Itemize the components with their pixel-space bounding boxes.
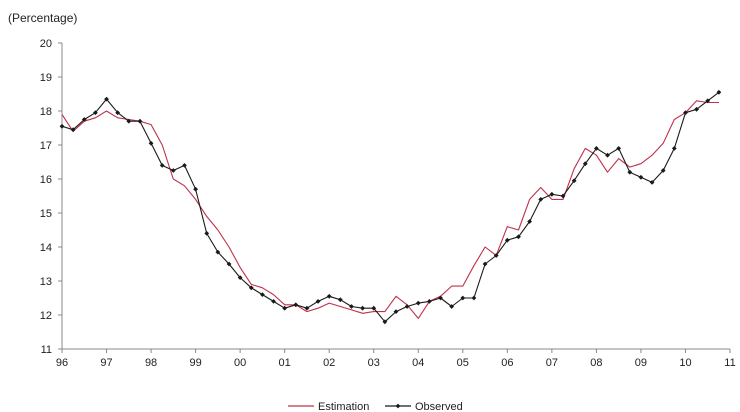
data-point-observed xyxy=(438,295,443,301)
y-tick-label: 11 xyxy=(41,344,52,356)
data-point-observed xyxy=(182,163,187,168)
data-point-observed xyxy=(482,261,488,267)
legend-marker-observed xyxy=(395,403,401,409)
y-tick-label: 13 xyxy=(40,276,52,288)
data-point-observed xyxy=(137,118,143,124)
legend-label-estimation: Estimation xyxy=(318,401,369,412)
data-point-observed xyxy=(148,140,154,146)
data-point-observed xyxy=(649,180,655,185)
data-point-observed xyxy=(315,299,321,304)
x-tick-label: 05 xyxy=(457,357,469,369)
x-tick-labels: 96 97 98 99 00 01 02 03 04 05 06 07 08 09 10 11 xyxy=(56,357,736,369)
data-point-observed xyxy=(460,295,466,301)
x-tick-label: 09 xyxy=(635,357,647,369)
y-tick-labels: 11 12 13 14 15 16 17 18 19 20 xyxy=(40,38,52,356)
data-point-observed xyxy=(616,146,622,151)
data-point-observed xyxy=(660,168,666,173)
data-point-observed xyxy=(226,261,232,267)
data-point-observed xyxy=(705,98,711,104)
x-tick-label: 03 xyxy=(368,357,380,369)
x-tick-label: 01 xyxy=(279,357,291,369)
data-point-observed xyxy=(538,197,544,202)
data-point-observed xyxy=(516,234,521,240)
data-point-observed xyxy=(594,146,599,151)
legend-label-observed: Observed xyxy=(415,401,463,412)
data-point-observed xyxy=(104,96,109,102)
data-point-observed xyxy=(237,275,243,280)
data-point-observed xyxy=(81,117,87,122)
y-tick-label: 12 xyxy=(40,310,52,322)
data-point-observed xyxy=(126,118,132,124)
x-tick-label: 07 xyxy=(546,357,558,369)
data-point-observed xyxy=(159,163,165,168)
data-point-observed xyxy=(415,300,421,306)
data-point-observed xyxy=(360,305,365,311)
data-point-observed xyxy=(293,302,299,308)
data-point-observed xyxy=(193,186,198,192)
y-axis-unit-label: (Percentage) xyxy=(8,11,77,25)
x-tick-label: 10 xyxy=(679,357,691,369)
data-point-observed xyxy=(170,168,176,173)
data-point-observed xyxy=(427,299,432,304)
data-point-observed xyxy=(582,161,588,167)
y-tick-label: 14 xyxy=(40,242,52,254)
data-point-observed xyxy=(93,110,98,116)
y-tick-label: 20 xyxy=(40,38,52,50)
data-point-observed xyxy=(493,253,499,258)
series-line-estimation xyxy=(61,100,719,319)
data-point-observed xyxy=(248,285,254,291)
data-point-observed xyxy=(716,89,722,95)
series-group xyxy=(59,89,722,325)
data-point-observed xyxy=(382,319,388,325)
x-tick-label: 98 xyxy=(145,357,157,369)
series-line-observed xyxy=(61,91,720,323)
x-tick-label: 02 xyxy=(323,357,335,369)
y-tick-label: 18 xyxy=(40,106,52,118)
y-tick-label: 15 xyxy=(40,208,52,220)
data-point-observed xyxy=(393,309,399,314)
x-tick-label: 08 xyxy=(590,357,602,369)
data-point-observed xyxy=(571,178,577,184)
data-point-observed xyxy=(449,304,455,309)
data-point-observed xyxy=(638,174,644,180)
data-point-observed xyxy=(671,146,677,151)
data-point-observed xyxy=(215,249,221,255)
data-point-observed xyxy=(504,237,510,243)
data-point-observed xyxy=(59,123,65,129)
data-point-observed xyxy=(404,304,410,309)
x-tick-label: 00 xyxy=(234,357,246,369)
y-tick-label: 17 xyxy=(40,140,52,152)
y-tick-label: 19 xyxy=(40,72,52,84)
data-point-observed xyxy=(683,110,688,116)
x-tick-label: 04 xyxy=(412,357,424,369)
x-tick-label: 97 xyxy=(100,357,112,369)
data-point-observed xyxy=(471,295,477,301)
data-point-observed xyxy=(627,169,633,175)
data-point-observed xyxy=(304,305,310,311)
data-point-observed xyxy=(271,299,276,304)
data-point-observed xyxy=(371,305,377,311)
x-tick-label: 96 xyxy=(56,357,68,369)
x-tick-label: 11 xyxy=(724,357,735,369)
data-point-observed xyxy=(694,106,699,112)
data-point-observed xyxy=(560,193,566,199)
axes xyxy=(58,42,731,353)
legend: Estimation Observed xyxy=(288,401,463,412)
data-point-observed xyxy=(70,127,76,133)
y-tick-label: 16 xyxy=(40,174,52,186)
data-point-observed xyxy=(337,297,343,303)
x-tick-label: 06 xyxy=(501,357,513,369)
data-point-observed xyxy=(260,292,265,297)
data-point-observed xyxy=(204,231,210,236)
data-point-observed xyxy=(527,219,532,224)
x-tick-label: 99 xyxy=(189,357,201,369)
data-point-observed xyxy=(349,304,354,309)
data-point-observed xyxy=(115,110,121,116)
data-point-observed xyxy=(549,191,555,197)
data-point-observed xyxy=(282,305,288,311)
data-point-observed xyxy=(605,152,610,158)
data-point-observed xyxy=(326,293,332,299)
